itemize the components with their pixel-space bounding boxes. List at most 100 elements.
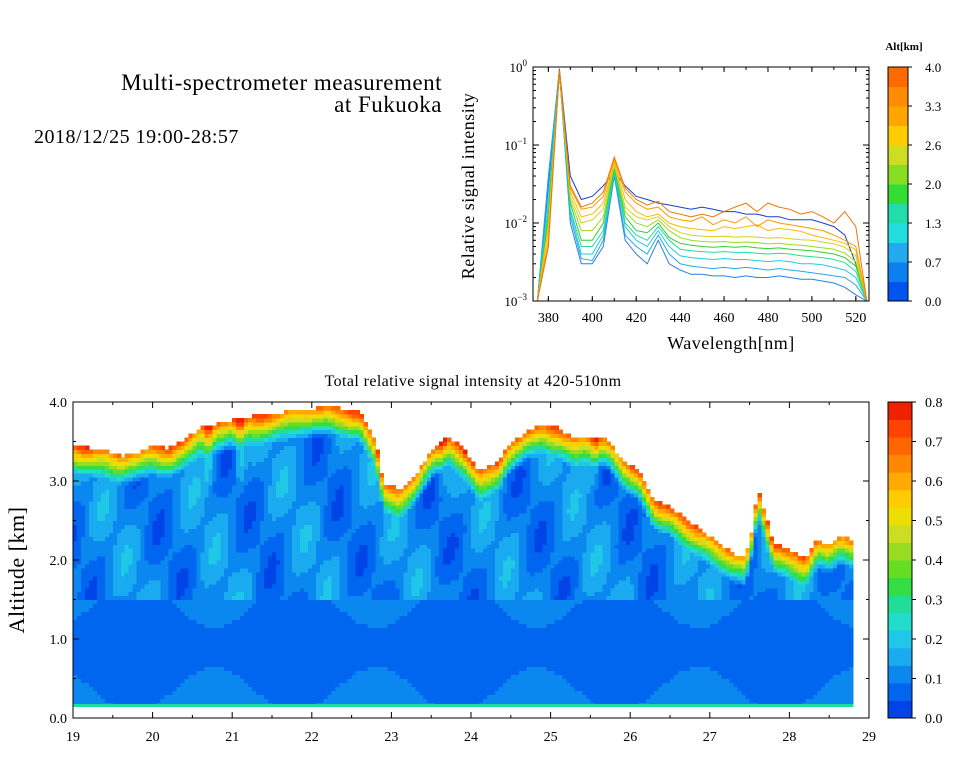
heatmap-cell bbox=[331, 595, 337, 601]
heatmap-cell bbox=[148, 512, 154, 518]
heatmap-cell bbox=[200, 445, 205, 450]
heatmap-cell bbox=[295, 575, 301, 581]
heatmap-cell bbox=[200, 639, 205, 644]
heatmap-cell bbox=[224, 623, 229, 628]
heatmap-cell bbox=[104, 481, 110, 486]
heatmap-cell bbox=[168, 457, 174, 462]
heatmap-cell bbox=[96, 516, 102, 522]
heatmap-cell bbox=[311, 595, 317, 601]
heatmap-cell bbox=[176, 670, 182, 676]
heatmap-cell bbox=[339, 678, 345, 684]
heatmap-cell bbox=[327, 548, 333, 553]
heatmap-ground-band bbox=[81, 703, 86, 707]
heatmap-cell bbox=[132, 465, 138, 470]
heatmap-cell bbox=[212, 599, 217, 604]
heatmap-cell bbox=[248, 548, 253, 553]
heatmap-cell bbox=[208, 437, 213, 443]
heatmap-cell bbox=[188, 453, 193, 458]
heatmap-cell bbox=[244, 532, 249, 537]
heatmap-cell bbox=[248, 571, 253, 577]
heatmap-cell bbox=[112, 496, 118, 502]
heatmap-cell bbox=[291, 654, 297, 660]
spectrum-line-2 bbox=[536, 70, 868, 301]
heatmap-cell bbox=[172, 520, 178, 526]
heatmap-cell bbox=[311, 417, 317, 423]
heatmap-cell bbox=[240, 477, 245, 482]
heatmap-cell bbox=[116, 615, 122, 620]
heatmap-cell bbox=[236, 698, 241, 703]
heatmap-ground-band bbox=[108, 703, 114, 707]
heatmap-cell bbox=[184, 571, 189, 577]
heatmap-cell bbox=[339, 516, 345, 522]
heatmap-cell bbox=[283, 635, 289, 640]
heatmap-cell bbox=[244, 654, 249, 660]
heatmap-cell bbox=[112, 698, 118, 703]
heatmap-cell bbox=[108, 488, 114, 494]
heatmap-cell bbox=[280, 666, 285, 672]
heatmap-cell bbox=[77, 524, 82, 530]
heatmap-cell bbox=[268, 591, 273, 597]
heatmap-cell bbox=[160, 611, 166, 616]
heatmap-cell bbox=[160, 540, 166, 545]
heatmap-cell bbox=[144, 631, 150, 636]
heatmap-cell bbox=[116, 540, 122, 545]
heatmap-cell bbox=[152, 520, 158, 526]
heatmap-cell bbox=[299, 631, 305, 636]
heatmap-cell bbox=[104, 698, 110, 703]
heatmap-cell bbox=[264, 646, 269, 652]
heatmap-cell bbox=[88, 650, 94, 656]
heatmap-cell bbox=[96, 524, 102, 530]
heatmap-cell bbox=[200, 508, 205, 514]
heatmap-cell bbox=[208, 477, 213, 482]
heatmap-cell bbox=[268, 433, 273, 439]
heatmap-cell bbox=[108, 686, 114, 691]
heatmap-cell bbox=[240, 469, 245, 474]
heatmap-cell bbox=[180, 516, 186, 522]
heatmap-cell bbox=[335, 579, 341, 585]
heatmap-cell bbox=[128, 528, 134, 533]
heatmap-cell bbox=[152, 631, 158, 636]
heatmap-cell bbox=[232, 516, 237, 522]
heatmap-cell bbox=[339, 469, 345, 474]
heatmap-cell bbox=[144, 690, 150, 695]
heatmap-cell bbox=[260, 686, 265, 691]
heatmap-cell bbox=[104, 457, 110, 462]
heatmap-cell bbox=[156, 457, 162, 462]
heatmap-cell bbox=[335, 477, 341, 482]
colorbar-tick-label-6: 0.0 bbox=[925, 294, 941, 309]
heatmap-cell bbox=[164, 556, 170, 561]
heatmap-cell bbox=[180, 650, 186, 656]
heatmap-cell bbox=[108, 619, 114, 624]
heatmap-cell bbox=[283, 441, 289, 446]
heatmap-cell bbox=[212, 639, 217, 644]
heatmap-cell bbox=[124, 465, 130, 470]
heatmap-cell bbox=[236, 504, 241, 510]
heatmap-cell bbox=[280, 488, 285, 494]
heatmap-cell bbox=[283, 536, 289, 541]
heatmap-cell bbox=[323, 571, 329, 577]
heatmap-cell bbox=[264, 678, 269, 684]
heatmap-cell bbox=[256, 552, 261, 557]
heatmap-cell bbox=[212, 571, 217, 577]
heatmap-cell bbox=[208, 619, 213, 624]
heatmap-cell bbox=[100, 611, 106, 616]
heatmap-cell bbox=[268, 599, 273, 604]
heatmap-cell bbox=[116, 488, 122, 494]
heatmap-cell bbox=[232, 520, 237, 526]
heatmap-cell bbox=[315, 433, 321, 439]
heatmap-cell bbox=[295, 465, 301, 470]
heatmap-cell bbox=[81, 607, 86, 612]
heatmap-cell bbox=[77, 635, 82, 640]
heatmap-cell bbox=[252, 477, 257, 482]
heatmap-cell bbox=[92, 666, 98, 672]
heatmap-cell bbox=[268, 666, 273, 672]
heatmap-cell bbox=[140, 481, 146, 486]
heatmap-cell bbox=[73, 520, 78, 526]
heatmap-cell bbox=[188, 548, 193, 553]
heatmap-cell bbox=[295, 591, 301, 597]
heatmap-cell bbox=[220, 690, 225, 695]
heatmap-cell bbox=[224, 508, 229, 514]
heatmap-cell bbox=[140, 635, 146, 640]
heatmap-cell bbox=[172, 698, 178, 703]
heatmap-cell bbox=[100, 607, 106, 612]
